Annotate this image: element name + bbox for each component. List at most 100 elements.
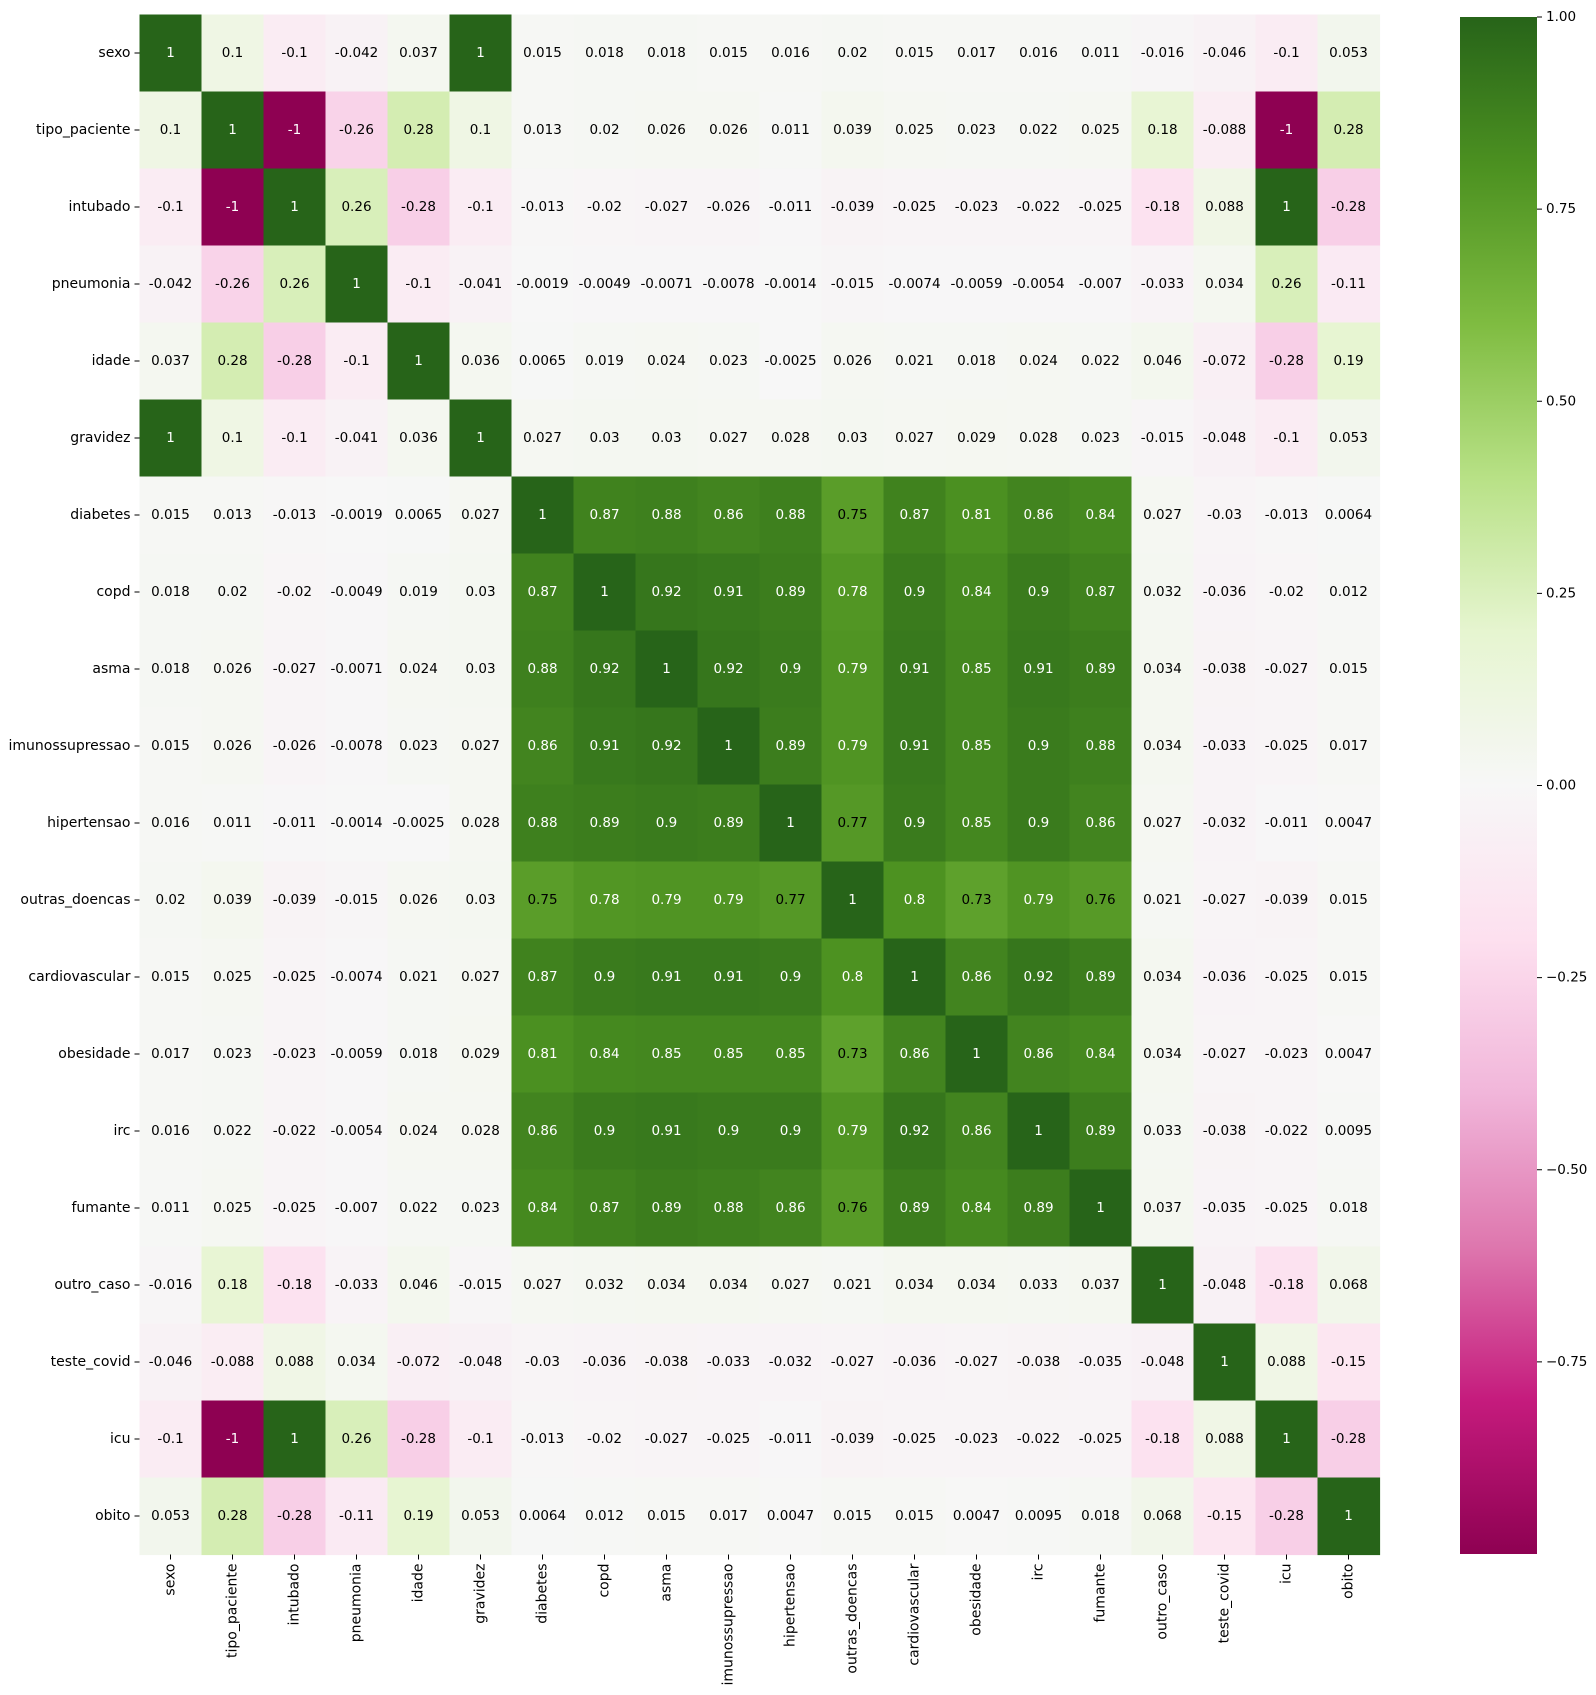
colorbar-tick-label: −0.50	[1546, 1162, 1587, 1178]
cell-value-label: 1	[476, 430, 485, 446]
heatmap-cell-copd-cardiovascular	[883, 553, 947, 632]
cell-value-label: -0.039	[831, 199, 875, 215]
heatmap-cell-copd-diabetes	[511, 553, 575, 632]
cell-value-label: -0.027	[645, 1431, 689, 1447]
cell-value-label: -0.1	[467, 199, 493, 215]
cell-value-label: -0.1	[281, 430, 307, 446]
heatmap-cell-obesidade-teste_covid	[1193, 1015, 1257, 1094]
cell-value-label: -0.1	[281, 45, 307, 61]
heatmap-cell-irc-obito	[1317, 1092, 1381, 1171]
heatmap-cell-intubado-sexo	[139, 168, 203, 247]
cell-value-label: -0.033	[335, 1277, 379, 1293]
heatmap-cell-sexo-gravidez	[449, 14, 513, 93]
heatmap-cell-pneumonia-teste_covid	[1193, 245, 1257, 324]
heatmap-cell-copd-teste_covid	[1193, 553, 1257, 632]
cell-value-label: 0.84	[1085, 507, 1115, 523]
heatmap-cell-tipo_paciente-irc	[1007, 91, 1071, 170]
heatmap-cell-imunossupressao-idade	[387, 707, 451, 786]
heatmap-cell-asma-cardiovascular	[883, 630, 947, 709]
heatmap-cell-outro_caso-irc	[1007, 1246, 1071, 1325]
heatmap-cell-obesidade-outras_doencas	[821, 1015, 885, 1094]
heatmap-cell-diabetes-outras_doencas	[821, 476, 885, 555]
cell-value-label: -0.1	[157, 199, 183, 215]
heatmap-cell-tipo_paciente-fumante	[1069, 91, 1133, 170]
cell-value-label: 0.034	[1143, 738, 1182, 754]
cell-value-label: 0.88	[651, 507, 681, 523]
heatmap-cell-pneumonia-obesidade	[945, 245, 1009, 324]
cell-value-label: 0.73	[837, 1046, 867, 1062]
heatmap-cell-fumante-idade	[387, 1169, 451, 1248]
cell-value-label: -0.039	[831, 1431, 875, 1447]
cell-value-label: 0.85	[775, 1046, 805, 1062]
cell-value-label: -0.0074	[888, 276, 940, 292]
cell-value-label: -0.1	[157, 1431, 183, 1447]
heatmap-cell-obesidade-diabetes	[511, 1015, 575, 1094]
heatmap-cell-obito-obesidade	[945, 1477, 1009, 1556]
cell-value-label: 0.034	[1143, 1046, 1182, 1062]
cell-value-label: -0.013	[273, 507, 317, 523]
heatmap-cell-icu-fumante	[1069, 1400, 1133, 1479]
heatmap-cell-obito-intubado	[263, 1477, 327, 1556]
heatmap-cell-tipo_paciente-tipo_paciente	[201, 91, 265, 170]
cell-value-label: -0.025	[893, 1431, 937, 1447]
cell-value-label: -0.18	[1145, 1431, 1180, 1447]
heatmap-cell-fumante-hipertensao	[759, 1169, 823, 1248]
heatmap-cell-obito-gravidez	[449, 1477, 513, 1556]
heatmap-cell-idade-teste_covid	[1193, 322, 1257, 401]
heatmap-cell-fumante-obito	[1317, 1169, 1381, 1248]
heatmap-cell-intubado-gravidez	[449, 168, 513, 247]
heatmap-cell-gravidez-imunossupressao	[697, 399, 761, 478]
cell-value-label: 0.028	[461, 815, 500, 831]
cell-value-label: 0.77	[775, 892, 805, 908]
cell-value-label: -0.28	[1331, 199, 1366, 215]
cell-value-label: 0.03	[465, 892, 495, 908]
heatmap-cell-irc-teste_covid	[1193, 1092, 1257, 1171]
heatmap-cell-obesidade-pneumonia	[325, 1015, 389, 1094]
heatmap-cell-obesidade-outro_caso	[1131, 1015, 1195, 1094]
heatmap-cell-idade-asma	[635, 322, 699, 401]
heatmap-cell-cardiovascular-intubado	[263, 938, 327, 1017]
heatmap-cell-teste_covid-diabetes	[511, 1323, 575, 1402]
heatmap-cell-outras_doencas-obesidade	[945, 861, 1009, 940]
cell-value-label: 0.28	[1333, 122, 1363, 138]
heatmap-cell-diabetes-obesidade	[945, 476, 1009, 555]
heatmap-cell-tipo_paciente-imunossupressao	[697, 91, 761, 170]
heatmap-cell-tipo_paciente-outro_caso	[1131, 91, 1195, 170]
heatmap-cell-icu-copd	[573, 1400, 637, 1479]
cell-value-label: -0.038	[1203, 661, 1247, 677]
cell-value-label: 0.012	[1329, 584, 1368, 600]
cell-value-label: -0.0014	[764, 276, 816, 292]
heatmap-cell-hipertensao-hipertensao	[759, 784, 823, 863]
heatmap-cell-icu-obesidade	[945, 1400, 1009, 1479]
heatmap-cell-obesidade-obesidade	[945, 1015, 1009, 1094]
cell-value-label: 0.034	[647, 1277, 686, 1293]
heatmap-cell-diabetes-fumante	[1069, 476, 1133, 555]
heatmap-cell-pneumonia-irc	[1007, 245, 1071, 324]
heatmap-cell-sexo-teste_covid	[1193, 14, 1257, 93]
y-tick-label-obito: obito	[95, 1508, 130, 1524]
cell-value-label: 0.79	[651, 892, 681, 908]
heatmap-cell-idade-imunossupressao	[697, 322, 761, 401]
heatmap-cell-outro_caso-icu	[1255, 1246, 1319, 1325]
heatmap-cell-icu-gravidez	[449, 1400, 513, 1479]
heatmap-cell-teste_covid-outro_caso	[1131, 1323, 1195, 1402]
y-tick-label-copd: copd	[96, 584, 130, 600]
heatmap-cell-diabetes-idade	[387, 476, 451, 555]
cell-value-label: -1	[1280, 122, 1293, 138]
heatmap-cell-intubado-pneumonia	[325, 168, 389, 247]
heatmap-cell-gravidez-icu	[1255, 399, 1319, 478]
cell-value-label: 0.9	[718, 1123, 739, 1139]
cell-value-label: -0.025	[893, 199, 937, 215]
heatmap-cell-gravidez-pneumonia	[325, 399, 389, 478]
cell-value-label: -0.0025	[764, 353, 816, 369]
cell-value-label: -0.027	[831, 1354, 875, 1370]
heatmap-cell-cardiovascular-pneumonia	[325, 938, 389, 1017]
heatmap-cell-irc-obesidade	[945, 1092, 1009, 1171]
heatmap-cell-icu-outras_doencas	[821, 1400, 885, 1479]
heatmap-cell-tipo_paciente-hipertensao	[759, 91, 823, 170]
heatmap-cell-hipertensao-obito	[1317, 784, 1381, 863]
heatmap-cell-idade-hipertensao	[759, 322, 823, 401]
heatmap-cell-idade-copd	[573, 322, 637, 401]
cell-value-label: -0.28	[277, 353, 312, 369]
cell-value-label: 0.032	[1143, 584, 1182, 600]
